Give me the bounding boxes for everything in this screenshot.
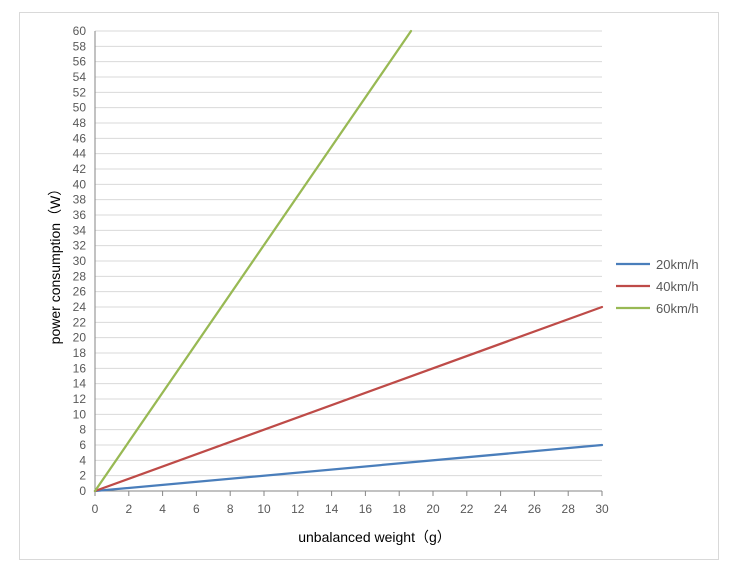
y-axis-title: power consumption（W） bbox=[47, 182, 63, 345]
y-tick-label: 38 bbox=[73, 193, 87, 207]
y-tick-label: 54 bbox=[73, 70, 87, 84]
y-tick-label: 52 bbox=[73, 85, 87, 99]
y-tick-label: 48 bbox=[73, 116, 87, 130]
x-tick-label: 12 bbox=[291, 502, 305, 516]
y-tick-label: 14 bbox=[73, 377, 87, 391]
gridlines bbox=[95, 30, 602, 477]
series-line-20kmh bbox=[93, 443, 604, 493]
x-tick-label: 4 bbox=[159, 502, 166, 516]
x-tick-label: 16 bbox=[359, 502, 373, 516]
series-line-60kmh bbox=[93, 29, 413, 493]
x-tick-label: 6 bbox=[193, 502, 200, 516]
x-tick-label: 20 bbox=[426, 502, 440, 516]
axes bbox=[94, 31, 603, 496]
legend-label: 60km/h bbox=[656, 301, 699, 316]
legend: 20km/h 40km/h 60km/h bbox=[616, 257, 699, 316]
y-tick-label: 0 bbox=[79, 484, 86, 498]
x-tick-label: 0 bbox=[92, 502, 99, 516]
y-tick-label: 32 bbox=[73, 239, 87, 253]
x-tick-label: 30 bbox=[595, 502, 609, 516]
y-tick-label: 12 bbox=[73, 392, 87, 406]
y-tick-label: 20 bbox=[73, 331, 87, 345]
y-tick-label: 58 bbox=[73, 39, 87, 53]
y-tick-label: 16 bbox=[73, 361, 87, 375]
y-tick-label: 42 bbox=[73, 162, 87, 176]
x-tick-label: 28 bbox=[562, 502, 576, 516]
y-tick-label: 28 bbox=[73, 269, 87, 283]
legend-label: 20km/h bbox=[656, 257, 699, 272]
y-tick-label: 6 bbox=[79, 438, 86, 452]
x-tick-label: 2 bbox=[125, 502, 132, 516]
y-tick-label: 40 bbox=[73, 177, 87, 191]
y-tick-label: 18 bbox=[73, 346, 87, 360]
y-tick-label: 10 bbox=[73, 407, 87, 421]
y-tick-label: 22 bbox=[73, 315, 87, 329]
x-tick-label: 18 bbox=[393, 502, 407, 516]
y-tick-label: 50 bbox=[73, 101, 87, 115]
y-tick-label: 60 bbox=[73, 24, 87, 38]
series-lines bbox=[93, 29, 604, 493]
x-tick-label: 10 bbox=[257, 502, 271, 516]
y-tick-label: 56 bbox=[73, 55, 87, 69]
series-line-40kmh bbox=[93, 305, 604, 493]
x-tick-label: 26 bbox=[528, 502, 542, 516]
y-axis-tick-labels: 0246810121416182022242628303234363840424… bbox=[73, 24, 87, 498]
chart-frame bbox=[19, 12, 719, 560]
y-tick-label: 8 bbox=[79, 423, 86, 437]
y-tick-label: 2 bbox=[79, 469, 86, 483]
x-axis-title: unbalanced weight（g） bbox=[298, 529, 451, 545]
y-tick-label: 4 bbox=[79, 453, 86, 467]
y-tick-label: 44 bbox=[73, 147, 87, 161]
y-tick-label: 36 bbox=[73, 208, 87, 222]
y-tick-label: 24 bbox=[73, 300, 87, 314]
x-tick-label: 22 bbox=[460, 502, 474, 516]
x-tick-label: 8 bbox=[227, 502, 234, 516]
y-tick-label: 34 bbox=[73, 223, 87, 237]
x-tick-label: 24 bbox=[494, 502, 508, 516]
y-tick-label: 30 bbox=[73, 254, 87, 268]
x-axis-tick-labels: 0 2 4 6 8 10 12 14 16 18 20 22 24 26 28 30 bbox=[92, 502, 609, 516]
y-tick-label: 26 bbox=[73, 285, 87, 299]
y-tick-label: 46 bbox=[73, 131, 87, 145]
x-tick-label: 14 bbox=[325, 502, 339, 516]
legend-label: 40km/h bbox=[656, 279, 699, 294]
